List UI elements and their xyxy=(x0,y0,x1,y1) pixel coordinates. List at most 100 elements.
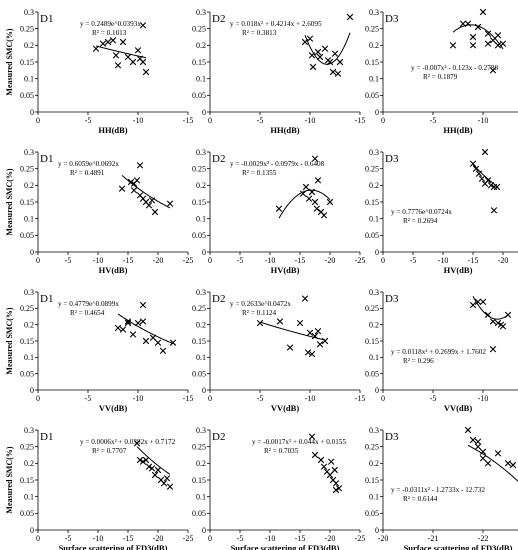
data-point xyxy=(154,339,162,346)
y-tick-label: 0 xyxy=(30,526,34,535)
y-tick-label: 0.15 xyxy=(365,337,379,346)
data-point xyxy=(314,48,322,56)
data-point xyxy=(326,198,334,206)
x-tick-label: -10 xyxy=(265,534,276,543)
data-point xyxy=(306,329,314,337)
data-point xyxy=(475,170,483,177)
scatter-panel-6: 00.050.10.150.20.250.30-5-10-15-20-25HV(… xyxy=(365,148,518,275)
data-point xyxy=(494,42,502,49)
y-tick-label: 0.2 xyxy=(24,181,34,190)
data-point xyxy=(479,448,487,455)
x-tick-label: 0 xyxy=(381,256,385,265)
x-tick-label: -5 xyxy=(257,116,264,125)
data-point xyxy=(142,68,150,76)
data-point xyxy=(149,334,157,341)
data-point xyxy=(316,341,324,348)
data-point xyxy=(114,324,122,332)
data-point xyxy=(308,52,316,59)
y-tick-label: 0.25 xyxy=(365,304,379,313)
y-tick-label: 0.1 xyxy=(369,214,379,223)
x-tick-label: -15 xyxy=(123,534,134,543)
x-tick-label: 0 xyxy=(36,116,40,125)
data-point xyxy=(317,456,325,464)
y-tick-label: 0.05 xyxy=(192,231,206,240)
x-axis-label: VV(dB) xyxy=(271,403,300,413)
data-point xyxy=(314,177,322,184)
y-tick-label: 0.3 xyxy=(24,148,34,157)
y-tick-label: 0.2 xyxy=(369,181,379,190)
x-tick-label: -5 xyxy=(85,116,92,125)
data-point xyxy=(494,319,502,327)
x-axis-label: HV(dB) xyxy=(99,265,128,275)
y-tick-label: 0 xyxy=(375,526,379,535)
data-point xyxy=(139,318,147,325)
fit-equation: y = 0.7776e^0.0724x xyxy=(391,208,452,216)
y-tick-label: 0.15 xyxy=(365,198,379,207)
data-point xyxy=(139,301,147,309)
r-squared: R² = 0.296 xyxy=(403,357,434,365)
data-point xyxy=(336,58,344,66)
y-tick-label: 0.3 xyxy=(196,8,206,17)
x-axis-label: HH(dB) xyxy=(270,125,299,135)
y-tick-label: 0 xyxy=(30,248,34,257)
x-tick-label: -20 xyxy=(378,534,389,543)
fit-equation: y = -0.007x² - 0.123x - 0.2788 xyxy=(411,64,498,72)
data-point xyxy=(296,319,304,327)
y-tick-label: 0.05 xyxy=(365,231,379,240)
data-point xyxy=(160,480,168,487)
y-tick-label: 0.05 xyxy=(192,509,206,518)
x-tick-label: -20 xyxy=(325,534,336,543)
x-tick-label: -10 xyxy=(93,534,104,543)
x-axis-label: VV(dB) xyxy=(99,403,128,413)
x-axis-label: Surface scattering of FD3(dB) xyxy=(404,543,513,550)
x-tick-label: -21 xyxy=(428,534,439,543)
data-point xyxy=(163,475,171,482)
trend-line xyxy=(472,296,509,320)
y-tick-label: 0.1 xyxy=(369,353,379,362)
fit-equation: y = -0.0311x² - 1.2733x - 12.732 xyxy=(391,486,485,494)
x-tick-label: -5 xyxy=(237,534,244,543)
x-tick-label: -10 xyxy=(265,256,276,265)
y-tick-label: 0.05 xyxy=(20,231,34,240)
y-tick-label: 0.15 xyxy=(192,337,206,346)
panel-label: D3 xyxy=(385,153,399,165)
y-tick-label: 0.2 xyxy=(24,320,34,329)
x-tick-label: -10 xyxy=(305,116,316,125)
data-point xyxy=(493,183,501,191)
x-axis-label: HH(dB) xyxy=(443,125,472,135)
data-point xyxy=(479,298,487,305)
y-tick-label: 0.2 xyxy=(196,181,206,190)
scatter-panel-4: 0 0.05 0.1 0.15 0.2 0.25 0.3 0 -5 -10 -15 -20 -25 HV(… xyxy=(5,148,193,275)
data-point xyxy=(313,205,320,212)
x-tick-label: -15 xyxy=(123,256,134,265)
fit-equation: y = 0.4779e^0.0899x xyxy=(58,300,119,308)
panel-label: D3 xyxy=(385,431,399,443)
data-point xyxy=(256,319,264,327)
data-point xyxy=(136,456,144,464)
y-axis-label: Measured SMC(%) xyxy=(5,168,14,236)
y-axis-label: Measured SMC(%) xyxy=(5,28,14,96)
data-point xyxy=(166,483,174,490)
x-tick-label: -20 xyxy=(498,256,509,265)
data-point xyxy=(148,197,156,204)
y-tick-label: 0.25 xyxy=(20,304,34,313)
y-tick-label: 0.3 xyxy=(196,148,206,157)
data-point xyxy=(136,162,144,169)
panel-label: D1 xyxy=(40,431,53,443)
y-axis-label: Measured SMC(%) xyxy=(5,307,14,375)
data-point xyxy=(276,318,284,325)
scatter-panel-9: 00.050.10.150.20.250.30-5-10-15VV(dB)D3y… xyxy=(365,288,518,413)
fit-equation: y = -0.0029x² - 0.0979x - 0.6408 xyxy=(230,160,325,168)
data-point xyxy=(489,37,497,44)
data-point xyxy=(151,471,159,479)
x-tick-label: -25 xyxy=(183,256,194,265)
data-point xyxy=(124,53,132,61)
y-tick-label: 0.15 xyxy=(20,198,34,207)
data-point xyxy=(484,30,492,37)
y-tick-label: 0.1 xyxy=(24,74,34,83)
x-tick-label: -10 xyxy=(478,116,489,125)
data-point xyxy=(142,337,150,345)
x-tick-label: -22 xyxy=(478,534,489,543)
x-tick-label: -25 xyxy=(183,534,194,543)
